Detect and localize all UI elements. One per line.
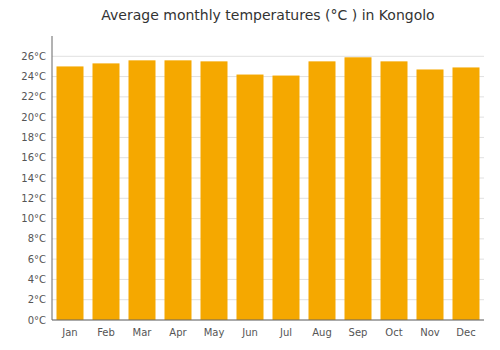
bar bbox=[309, 61, 336, 320]
y-tick-label: 8°C bbox=[28, 233, 46, 244]
y-tick-label: 6°C bbox=[28, 254, 46, 265]
y-tick-label: 22°C bbox=[21, 91, 46, 102]
x-tick-label: Mar bbox=[133, 327, 153, 338]
x-axis-line bbox=[52, 320, 484, 321]
x-tick-label: Sep bbox=[349, 327, 368, 338]
y-axis-line bbox=[52, 36, 53, 320]
bar bbox=[237, 75, 264, 320]
y-tick-label: 4°C bbox=[28, 274, 46, 285]
bars bbox=[57, 57, 480, 320]
x-tick-label: Aug bbox=[312, 327, 332, 338]
title: Average monthly temperatures (°C ) in Ko… bbox=[101, 7, 434, 23]
y-tick-labels: 0°C 2°C 4°C 6°C 8°C 10°C 12°C 14°C 16°C 18°C 20°C 2… bbox=[21, 51, 46, 326]
y-tick-label: 0°C bbox=[28, 315, 46, 326]
y-tick-label: 18°C bbox=[21, 132, 46, 143]
x-tick-labels: Jan Feb Mar Apr May Jun Jul Aug Sep Oct Nov Dec bbox=[61, 327, 475, 338]
x-tick-label: Apr bbox=[169, 327, 187, 338]
x-tick-label: Feb bbox=[97, 327, 115, 338]
y-tick-label: 14°C bbox=[21, 173, 46, 184]
bar bbox=[165, 60, 192, 320]
x-tick-label: Dec bbox=[456, 327, 475, 338]
bar bbox=[129, 60, 156, 320]
y-tick-label: 10°C bbox=[21, 213, 46, 224]
bar bbox=[93, 63, 120, 320]
x-tick-label: Jan bbox=[61, 327, 77, 338]
y-tick-label: 12°C bbox=[21, 193, 46, 204]
page: {"chart_data": {"type": "bar", "title": … bbox=[0, 0, 500, 350]
bar bbox=[345, 57, 372, 320]
bar bbox=[273, 76, 300, 320]
y-tick-label: 20°C bbox=[21, 112, 46, 123]
x-tick-label: Oct bbox=[385, 327, 402, 338]
x-tick-label: Jun bbox=[241, 327, 258, 338]
bar bbox=[453, 67, 480, 320]
x-tick-label: Nov bbox=[420, 327, 440, 338]
bar bbox=[417, 69, 444, 320]
chart: Average monthly temperatures (°C ) in Ko… bbox=[0, 0, 500, 350]
bar bbox=[381, 61, 408, 320]
y-tick-label: 24°C bbox=[21, 71, 46, 82]
x-tick-label: May bbox=[204, 327, 225, 338]
grid-line bbox=[52, 320, 484, 321]
y-tick-label: 26°C bbox=[21, 51, 46, 62]
grid-line bbox=[52, 56, 484, 57]
y-grid bbox=[52, 56, 484, 320]
y-tick-label: 2°C bbox=[28, 294, 46, 305]
bar bbox=[57, 66, 84, 320]
bar bbox=[201, 61, 228, 320]
x-tick-label: Jul bbox=[279, 327, 292, 338]
y-tick-label: 16°C bbox=[21, 152, 46, 163]
